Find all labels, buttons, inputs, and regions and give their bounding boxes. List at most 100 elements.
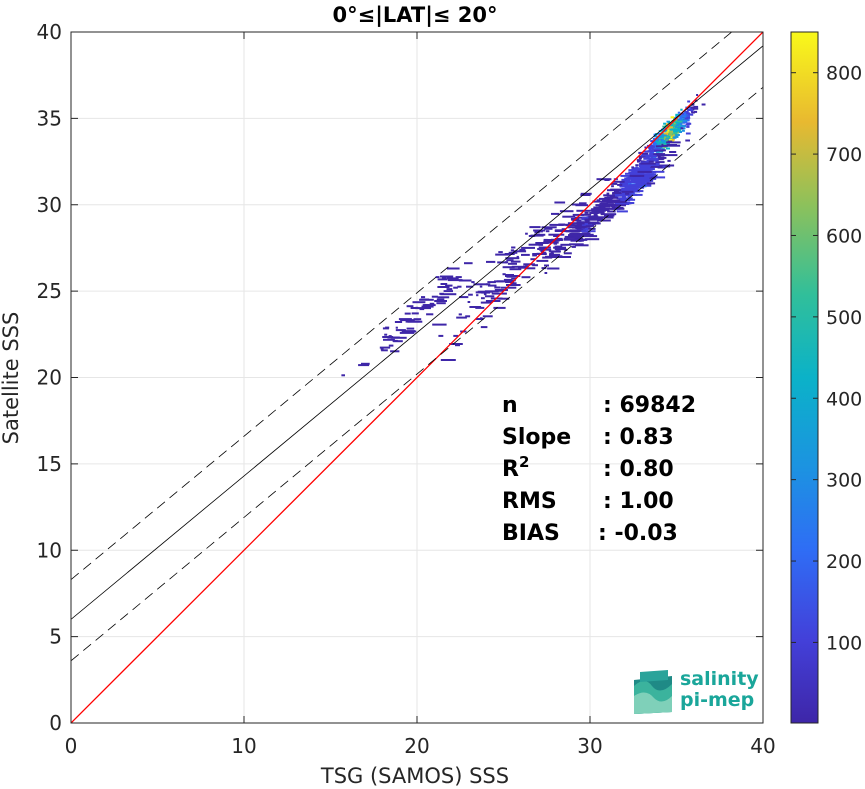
density-cell <box>643 157 651 160</box>
density-cell <box>449 343 463 345</box>
density-cell <box>651 154 656 157</box>
density-cell <box>494 286 501 289</box>
density-cell <box>498 289 504 292</box>
density-cell <box>613 180 625 183</box>
density-cell <box>612 192 622 194</box>
density-cell <box>426 313 434 316</box>
density-cell <box>673 136 677 139</box>
density-cell <box>662 154 678 157</box>
density-cell <box>568 234 578 237</box>
density-cell <box>481 297 485 300</box>
density-cell <box>686 122 692 125</box>
stat-value: : 69842 <box>603 393 696 418</box>
density-cell <box>673 120 679 123</box>
density-cell <box>453 286 458 289</box>
density-cell <box>658 156 661 159</box>
density-cell <box>640 161 649 164</box>
density-cell <box>690 113 694 116</box>
density-cell <box>668 127 673 130</box>
density-cell <box>447 267 460 270</box>
density-cell <box>694 110 698 113</box>
density-cell <box>621 187 628 190</box>
density-cell <box>648 157 659 160</box>
stat-value: : -0.03 <box>598 521 678 546</box>
density-cell <box>617 193 627 196</box>
density-cell <box>548 233 565 236</box>
density-cell <box>629 190 644 193</box>
density-cell <box>525 232 528 235</box>
density-cell <box>596 178 612 181</box>
density-cell <box>686 125 690 128</box>
density-cell <box>687 109 690 111</box>
density-cell <box>666 147 670 150</box>
density-cell <box>561 228 567 231</box>
density-cell <box>538 243 543 246</box>
regression-line <box>71 45 763 620</box>
density-cell <box>653 140 658 143</box>
density-cell <box>621 190 634 193</box>
density-cell <box>495 253 510 256</box>
density-cell <box>654 135 658 138</box>
density-cell <box>627 196 631 199</box>
density-cell <box>486 260 496 263</box>
density-cell <box>637 170 652 173</box>
y-tick-label: 20 <box>37 366 62 390</box>
density-cell <box>457 285 462 288</box>
density-cell <box>394 321 403 323</box>
density-cell <box>627 181 631 184</box>
density-cell <box>680 114 685 117</box>
density-cell <box>635 167 647 170</box>
density-cell <box>438 334 444 337</box>
density-cell <box>456 316 467 319</box>
density-cell <box>607 210 616 213</box>
density-cell <box>584 223 588 226</box>
density-cell <box>580 194 591 196</box>
density-cell <box>511 277 517 280</box>
density-cell <box>667 159 671 162</box>
density-cell <box>503 278 513 281</box>
density-cell <box>640 165 651 168</box>
x-axis-title: TSG (SAMOS) SSS <box>320 764 509 788</box>
density-cell <box>644 153 649 156</box>
colorbar-tick-label: 700 <box>826 144 862 166</box>
density-cell <box>641 154 652 157</box>
density-cell <box>658 139 661 142</box>
stat-label: BIAS <box>502 521 560 546</box>
density-cell <box>662 144 668 147</box>
density-cell <box>547 267 560 270</box>
density-cell <box>634 181 642 184</box>
density-cell <box>638 157 642 160</box>
density-cell <box>502 266 515 269</box>
density-cell <box>446 288 453 291</box>
density-cell <box>412 301 426 304</box>
colorbar-tick-label: 200 <box>826 551 862 573</box>
density-cell <box>429 302 435 305</box>
density-cell <box>458 279 472 282</box>
density-cell <box>701 103 706 106</box>
density-cell <box>666 141 681 144</box>
density-cell <box>663 122 666 125</box>
density-cell <box>584 238 600 241</box>
density-cell <box>466 285 474 288</box>
density-cell <box>395 329 406 332</box>
density-cell <box>648 150 657 152</box>
density-cell <box>468 293 473 296</box>
density-cell <box>505 261 509 264</box>
density-cell <box>421 296 426 299</box>
density-cell <box>582 235 598 238</box>
density-cell <box>681 113 684 116</box>
density-cell <box>571 245 576 248</box>
density-cell <box>620 188 623 191</box>
density-cell <box>661 132 666 135</box>
density-cell <box>447 279 463 282</box>
density-cell <box>521 276 531 279</box>
density-cell <box>651 148 662 151</box>
density-cell <box>380 348 384 351</box>
y-tick-label: 40 <box>37 20 62 44</box>
density-cell <box>668 131 673 134</box>
density-cell <box>564 249 568 251</box>
y-tick-label: 35 <box>37 106 62 130</box>
density-cell <box>549 253 554 255</box>
density-cell <box>680 117 683 120</box>
density-cell <box>553 235 560 237</box>
